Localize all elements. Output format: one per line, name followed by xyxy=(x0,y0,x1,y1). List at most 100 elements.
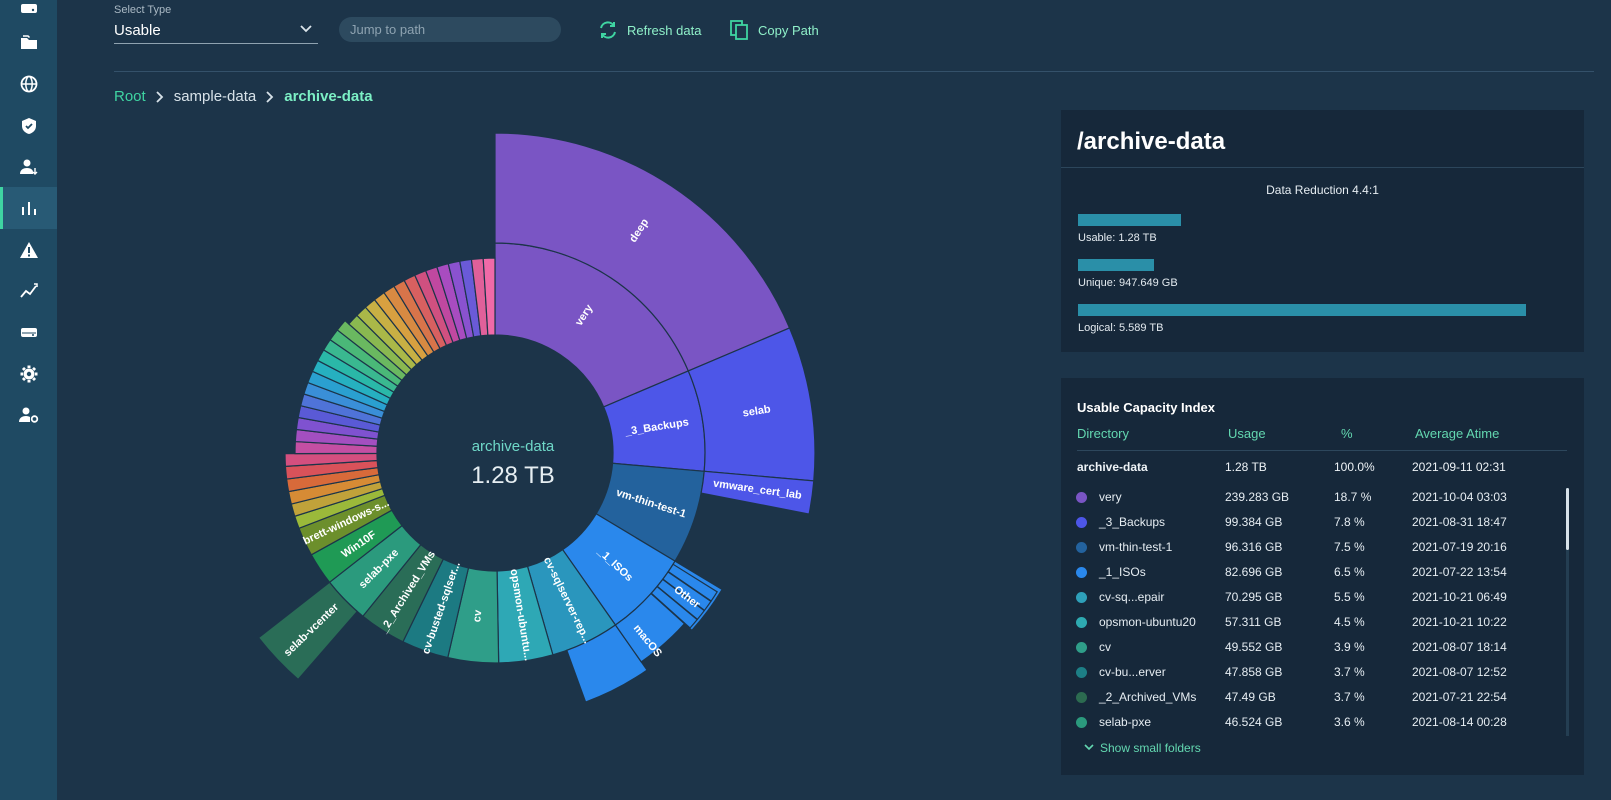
sidebar-item-files[interactable] xyxy=(0,22,57,64)
table-row[interactable]: cv-sq...epair 70.295 GB 5.5 % 2021-10-21 06… xyxy=(1061,586,1571,611)
segment-isos-sub[interactable] xyxy=(650,585,699,629)
table-row[interactable]: cv 49.552 GB 3.9 % 2021-08-07 18:14 xyxy=(1061,636,1571,661)
color-dot xyxy=(1076,492,1087,503)
select-type-dropdown[interactable]: Select Type Usable xyxy=(114,4,318,44)
jump-to-path-input[interactable] xyxy=(339,17,561,42)
logical-bar xyxy=(1078,304,1526,316)
breadcrumb-root[interactable]: Root xyxy=(114,88,146,105)
sunburst-center-value: 1.28 TB xyxy=(471,462,555,489)
row-usage: 47.49 GB xyxy=(1225,690,1276,704)
row-percent: 3.7 % xyxy=(1334,665,1365,679)
row-atime: 2021-10-21 06:49 xyxy=(1412,590,1507,604)
row-name: opsmon-ubuntu20 xyxy=(1099,615,1196,629)
table-row[interactable]: cv-bu...erver 47.858 GB 3.7 % 2021-08-07 12… xyxy=(1061,661,1571,686)
chevron-down-icon xyxy=(300,25,312,33)
directory-title: /archive-data xyxy=(1077,128,1226,155)
segment-label-selab: selab xyxy=(742,403,772,419)
color-dot xyxy=(1076,667,1087,678)
segment-deep[interactable] xyxy=(494,132,791,372)
row-percent: 3.7 % xyxy=(1334,690,1365,704)
total-atime: 2021-09-11 02:31 xyxy=(1412,460,1506,474)
sidebar-item-alerts[interactable] xyxy=(0,229,57,271)
copy-icon xyxy=(730,20,748,40)
table-row[interactable]: _1_ISOs 82.696 GB 6.5 % 2021-07-22 13:54 xyxy=(1061,561,1571,586)
row-usage: 99.384 GB xyxy=(1225,515,1283,529)
table-row[interactable]: very 239.283 GB 18.7 % 2021-10-04 03:03 xyxy=(1061,486,1571,511)
panel-divider xyxy=(1061,167,1584,168)
user-settings-icon xyxy=(18,407,38,423)
copy-path-label: Copy Path xyxy=(758,22,819,38)
row-atime: 2021-07-19 20:16 xyxy=(1412,540,1507,554)
sidebar-item-security[interactable] xyxy=(0,105,57,147)
column-header-percent[interactable]: % xyxy=(1341,426,1353,441)
column-header-atime[interactable]: Average Atime xyxy=(1415,426,1500,441)
row-atime: 2021-08-31 18:47 xyxy=(1412,515,1507,529)
row-atime: 2021-10-04 03:03 xyxy=(1412,490,1507,504)
row-atime: 2021-07-21 22:54 xyxy=(1412,690,1507,704)
usable-label: Usable: 1.28 TB xyxy=(1078,232,1157,244)
logical-label: Logical: 5.589 TB xyxy=(1078,322,1164,334)
sidebar-item-drives[interactable] xyxy=(0,311,57,353)
total-percent: 100.0% xyxy=(1334,460,1375,474)
sunburst-chart: deepveryselab_3_Backupsvmware_cert_labvm… xyxy=(257,132,816,703)
sidebar-item-users[interactable] xyxy=(0,146,57,188)
directory-summary-panel: /archive-data Data Reduction 4.4:1 Usabl… xyxy=(1061,110,1584,352)
row-name: _3_Backups xyxy=(1099,515,1166,529)
table-row[interactable]: selab-pxe 46.524 GB 3.6 % 2021-08-14 00:28 xyxy=(1061,711,1571,736)
sidebar-item-trends[interactable] xyxy=(0,270,57,312)
show-small-folders-button[interactable]: Show small folders xyxy=(1084,741,1201,755)
drive-icon xyxy=(20,328,37,337)
color-dot xyxy=(1076,692,1087,703)
row-atime: 2021-08-07 18:14 xyxy=(1412,640,1507,654)
refresh-data-button[interactable]: Refresh data xyxy=(597,17,701,43)
sidebar xyxy=(0,0,57,800)
table-row[interactable]: opsmon-ubuntu20 57.311 GB 4.5 % 2021-10-21 … xyxy=(1061,611,1571,636)
segment-small-folder[interactable] xyxy=(482,257,496,336)
table-row[interactable]: _3_Backups 99.384 GB 7.8 % 2021-08-31 18:47 xyxy=(1061,511,1571,536)
column-header-directory[interactable]: Directory xyxy=(1077,426,1130,441)
column-header-usage[interactable]: Usage xyxy=(1228,426,1266,441)
sidebar-item-storage[interactable] xyxy=(0,0,57,29)
row-usage: 57.311 GB xyxy=(1225,615,1282,629)
shield-icon xyxy=(21,118,36,134)
scrollbar-thumb[interactable] xyxy=(1566,488,1569,550)
unique-label: Unique: 947.649 GB xyxy=(1078,277,1178,289)
segment-vmware[interactable] xyxy=(700,470,815,515)
toolbar-divider xyxy=(114,71,1594,72)
gear-icon xyxy=(20,365,37,383)
table-row[interactable]: vm-thin-test-1 96.316 GB 7.5 % 2021-07-19 2… xyxy=(1061,536,1571,561)
segment-isos-sub-1[interactable] xyxy=(614,592,686,663)
row-usage: 96.316 GB xyxy=(1225,540,1283,554)
color-dot xyxy=(1076,517,1087,528)
sidebar-item-network[interactable] xyxy=(0,63,57,105)
table-row[interactable]: _2_Archived_VMs 47.49 GB 3.7 % 2021-07-21 2… xyxy=(1061,686,1571,711)
row-name: cv xyxy=(1099,640,1111,654)
row-usage: 70.295 GB xyxy=(1225,590,1283,604)
total-usage: 1.28 TB xyxy=(1225,460,1267,474)
copy-path-button[interactable]: Copy Path xyxy=(728,17,819,43)
sidebar-item-admin[interactable] xyxy=(0,394,57,436)
row-percent: 7.8 % xyxy=(1334,515,1365,529)
row-name: _2_Archived_VMs xyxy=(1099,690,1197,704)
row-usage: 82.696 GB xyxy=(1225,565,1283,579)
segment-macos[interactable] xyxy=(566,624,648,703)
row-atime: 2021-07-22 13:54 xyxy=(1412,565,1507,579)
row-usage: 49.552 GB xyxy=(1225,640,1283,654)
row-percent: 18.7 % xyxy=(1334,490,1372,504)
chevron-right-icon xyxy=(156,90,163,103)
sunburst-center-name: archive-data xyxy=(472,438,555,455)
color-dot xyxy=(1076,617,1087,628)
header-divider xyxy=(1077,450,1567,451)
row-name: selab-pxe xyxy=(1099,715,1152,729)
row-name: cv-bu...erver xyxy=(1099,665,1166,679)
row-name: _1_ISOs xyxy=(1099,565,1146,579)
segment-vcenter[interactable] xyxy=(257,581,359,681)
sidebar-item-settings[interactable] xyxy=(0,353,57,395)
warning-icon xyxy=(19,242,38,258)
total-row: archive-data 1.28 TB 100.0% 2021-09-11 0… xyxy=(1061,460,1584,480)
bar-chart-icon xyxy=(21,202,36,215)
sidebar-item-analytics[interactable] xyxy=(0,187,57,229)
usable-bar xyxy=(1078,214,1181,226)
scrollbar-track[interactable] xyxy=(1566,488,1569,736)
breadcrumb-sample-data[interactable]: sample-data xyxy=(173,88,257,105)
